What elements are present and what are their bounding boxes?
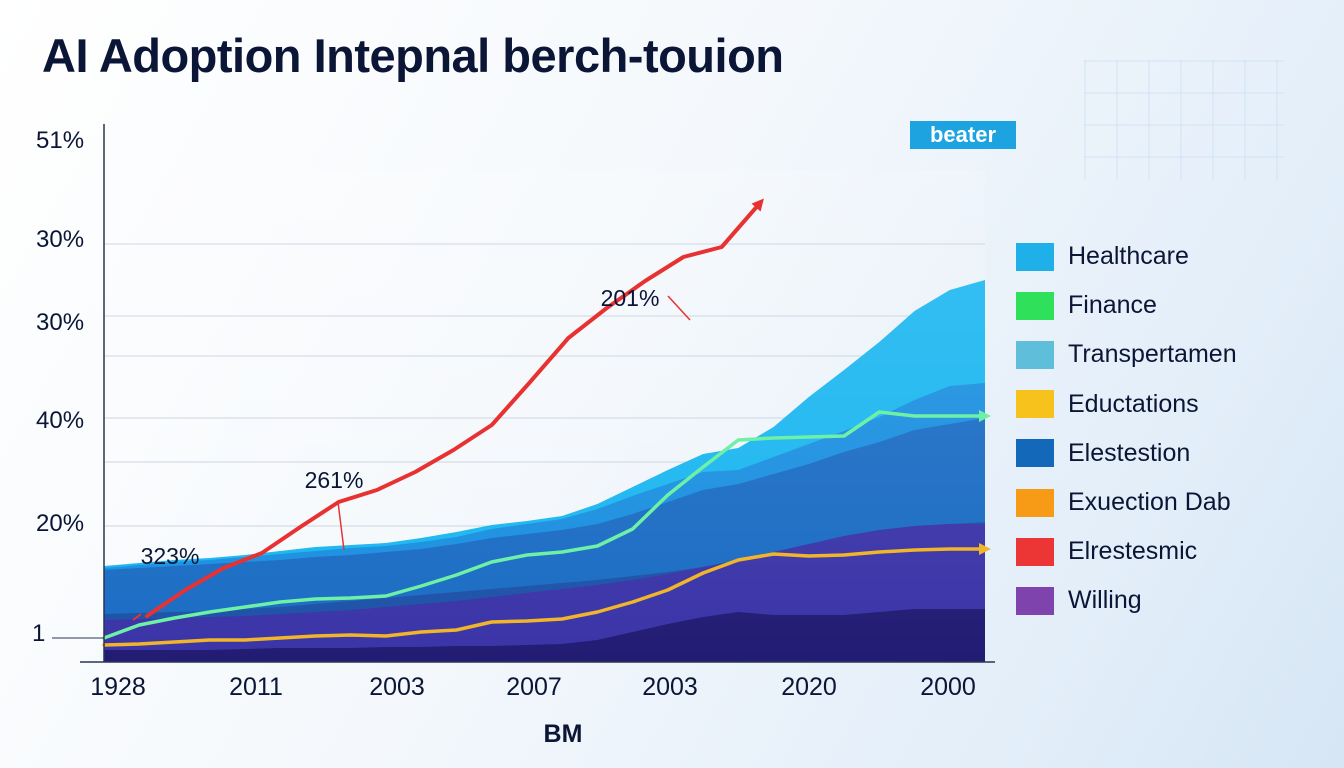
legend-swatch	[1016, 291, 1054, 320]
annotation-leader	[337, 501, 345, 551]
arrowhead	[979, 543, 991, 555]
arrowhead	[751, 198, 764, 212]
x-tick-label: 2007	[506, 673, 562, 701]
legend-label: Elrestesmic	[1068, 537, 1198, 566]
legend-label: Healthcare	[1068, 242, 1189, 271]
badge: beater	[910, 121, 1016, 149]
y-tick-label: 20%	[36, 510, 84, 537]
legend-item: Elestestion	[1016, 429, 1237, 478]
arrowhead	[979, 410, 991, 422]
legend: Healthcare Finance Transpertamen Eductation…	[1016, 232, 1237, 626]
x-tick-label: 2003	[369, 673, 425, 701]
legend-swatch	[1016, 340, 1054, 369]
legend-label: Transpertamen	[1068, 340, 1237, 369]
legend-swatch	[1016, 439, 1054, 468]
legend-label: Eductations	[1068, 389, 1199, 418]
annotation-leader	[667, 295, 691, 321]
legend-item: Eductations	[1016, 380, 1237, 429]
y-tick-label: 30%	[36, 226, 84, 253]
legend-item: Finance	[1016, 281, 1237, 330]
y-tick-label: 1	[32, 620, 45, 647]
line-series	[102, 198, 991, 647]
legend-swatch	[1016, 537, 1054, 566]
legend-swatch	[1016, 242, 1054, 271]
legend-item: Healthcare	[1016, 232, 1237, 281]
x-tick-label: 2003	[642, 673, 698, 701]
y-tick-label: 51%	[36, 127, 84, 154]
y-tick-label: 30%	[36, 309, 84, 336]
annotation-label: 201%	[601, 285, 660, 311]
legend-item: Willing	[1016, 576, 1237, 625]
line-series-3	[145, 201, 762, 618]
legend-item: Transpertamen	[1016, 330, 1237, 379]
legend-swatch	[1016, 390, 1054, 419]
x-axis-label: BM	[544, 720, 583, 748]
legend-label: Elestestion	[1068, 438, 1191, 467]
area-series	[104, 170, 985, 662]
chart-title: AI Adoption Intepnal berch-touion	[42, 29, 784, 82]
x-tick-label: 1928	[90, 673, 146, 701]
y-tick-label: 40%	[36, 407, 84, 434]
background-grid-decoration	[1084, 60, 1284, 180]
legend-item: Exuection Dab	[1016, 478, 1237, 527]
chart-text: 51% 30% 30% 40% 20% 1 1928 2011 2003 2007 2003 2020…	[32, 127, 976, 748]
annotation-label: 323%	[141, 543, 200, 569]
annotation-label: 261%	[305, 467, 364, 493]
legend-label: Finance	[1068, 291, 1157, 320]
x-tick-label: 2011	[229, 673, 283, 701]
area-sheen	[104, 170, 985, 662]
legend-swatch	[1016, 488, 1054, 517]
legend-item: Elrestesmic	[1016, 527, 1237, 576]
legend-label: Exuection Dab	[1068, 488, 1231, 517]
x-tick-label: 2020	[781, 673, 837, 701]
x-tick-label: 2000	[920, 673, 976, 701]
legend-swatch	[1016, 586, 1054, 615]
line-start-marker	[132, 613, 142, 621]
axes	[52, 124, 995, 663]
line-series-1	[102, 410, 987, 640]
line-series-2	[102, 547, 987, 647]
legend-label: Willing	[1068, 586, 1142, 615]
